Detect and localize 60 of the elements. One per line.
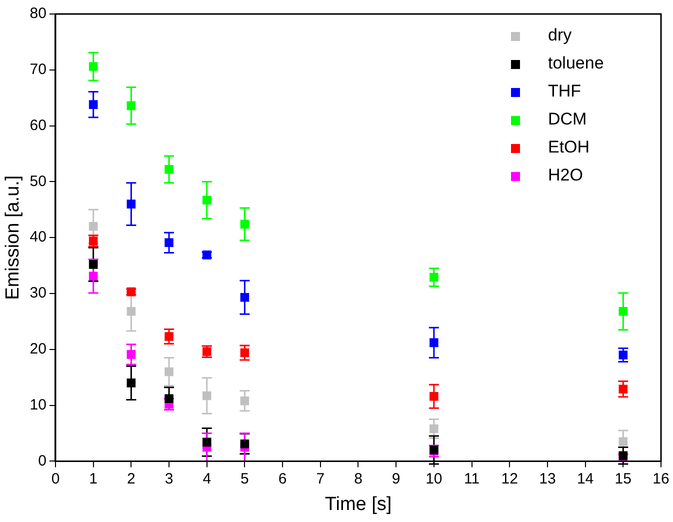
point bbox=[88, 100, 98, 109]
x-tick-label: 9 bbox=[392, 470, 400, 488]
x-tick-label: 10 bbox=[426, 470, 442, 488]
x-tick-label: 13 bbox=[539, 470, 556, 488]
point bbox=[202, 391, 212, 400]
legend-label: toluene bbox=[548, 54, 604, 73]
point bbox=[88, 62, 98, 71]
point bbox=[164, 367, 174, 376]
x-tick-label: 3 bbox=[164, 470, 174, 488]
point bbox=[126, 350, 136, 359]
y-tick-label: 10 bbox=[30, 396, 46, 414]
x-axis-title: Time [s] bbox=[324, 494, 392, 515]
x-tick-label: 15 bbox=[614, 470, 632, 488]
point bbox=[430, 272, 438, 282]
x-tick-label: 16 bbox=[652, 470, 670, 488]
point bbox=[430, 424, 438, 434]
y-tick-label: 80 bbox=[30, 5, 46, 22]
x-tick-label: 6 bbox=[278, 470, 287, 488]
point bbox=[618, 437, 628, 446]
legend-label: dry bbox=[548, 26, 572, 45]
point bbox=[202, 438, 212, 447]
point bbox=[164, 394, 174, 403]
point bbox=[164, 165, 174, 174]
y-tick-label: 30 bbox=[30, 284, 46, 302]
x-tick-label: 2 bbox=[127, 470, 136, 488]
point bbox=[240, 396, 250, 406]
legend-label: H2O bbox=[548, 166, 583, 185]
y-axis-title: Emission [a.u.] bbox=[2, 175, 24, 300]
point bbox=[126, 307, 136, 316]
point bbox=[240, 439, 250, 448]
point bbox=[88, 222, 98, 231]
point bbox=[126, 378, 136, 388]
x-tick-label: 4 bbox=[202, 470, 212, 488]
point bbox=[430, 338, 438, 348]
point bbox=[202, 196, 212, 205]
x-tick-label: 7 bbox=[316, 470, 325, 488]
legend-label: DCM bbox=[548, 110, 587, 129]
x-tick-label: 1 bbox=[89, 470, 98, 488]
y-tick-label: 50 bbox=[30, 172, 46, 190]
x-tick-label: 5 bbox=[240, 470, 249, 488]
point bbox=[164, 238, 174, 248]
x-tick-label: 12 bbox=[501, 470, 518, 488]
point bbox=[126, 101, 136, 110]
x-tick-label: 11 bbox=[464, 470, 480, 488]
point bbox=[88, 272, 98, 281]
point bbox=[126, 200, 136, 208]
x-tick-label: 0 bbox=[51, 470, 60, 488]
y-tick-label: 0 bbox=[38, 452, 46, 470]
y-tick-label: 20 bbox=[30, 340, 46, 358]
point bbox=[240, 220, 250, 229]
x-tick-label: 8 bbox=[354, 470, 362, 488]
point bbox=[618, 307, 628, 316]
point bbox=[240, 293, 250, 302]
y-tick-label: 70 bbox=[30, 61, 46, 78]
legend-label: EtOH bbox=[548, 138, 590, 157]
y-tick-label: 40 bbox=[30, 228, 46, 246]
x-tick-label: 14 bbox=[576, 470, 594, 488]
legend-label: THF bbox=[548, 82, 582, 101]
y-tick-label: 60 bbox=[30, 116, 46, 134]
point bbox=[88, 260, 98, 269]
